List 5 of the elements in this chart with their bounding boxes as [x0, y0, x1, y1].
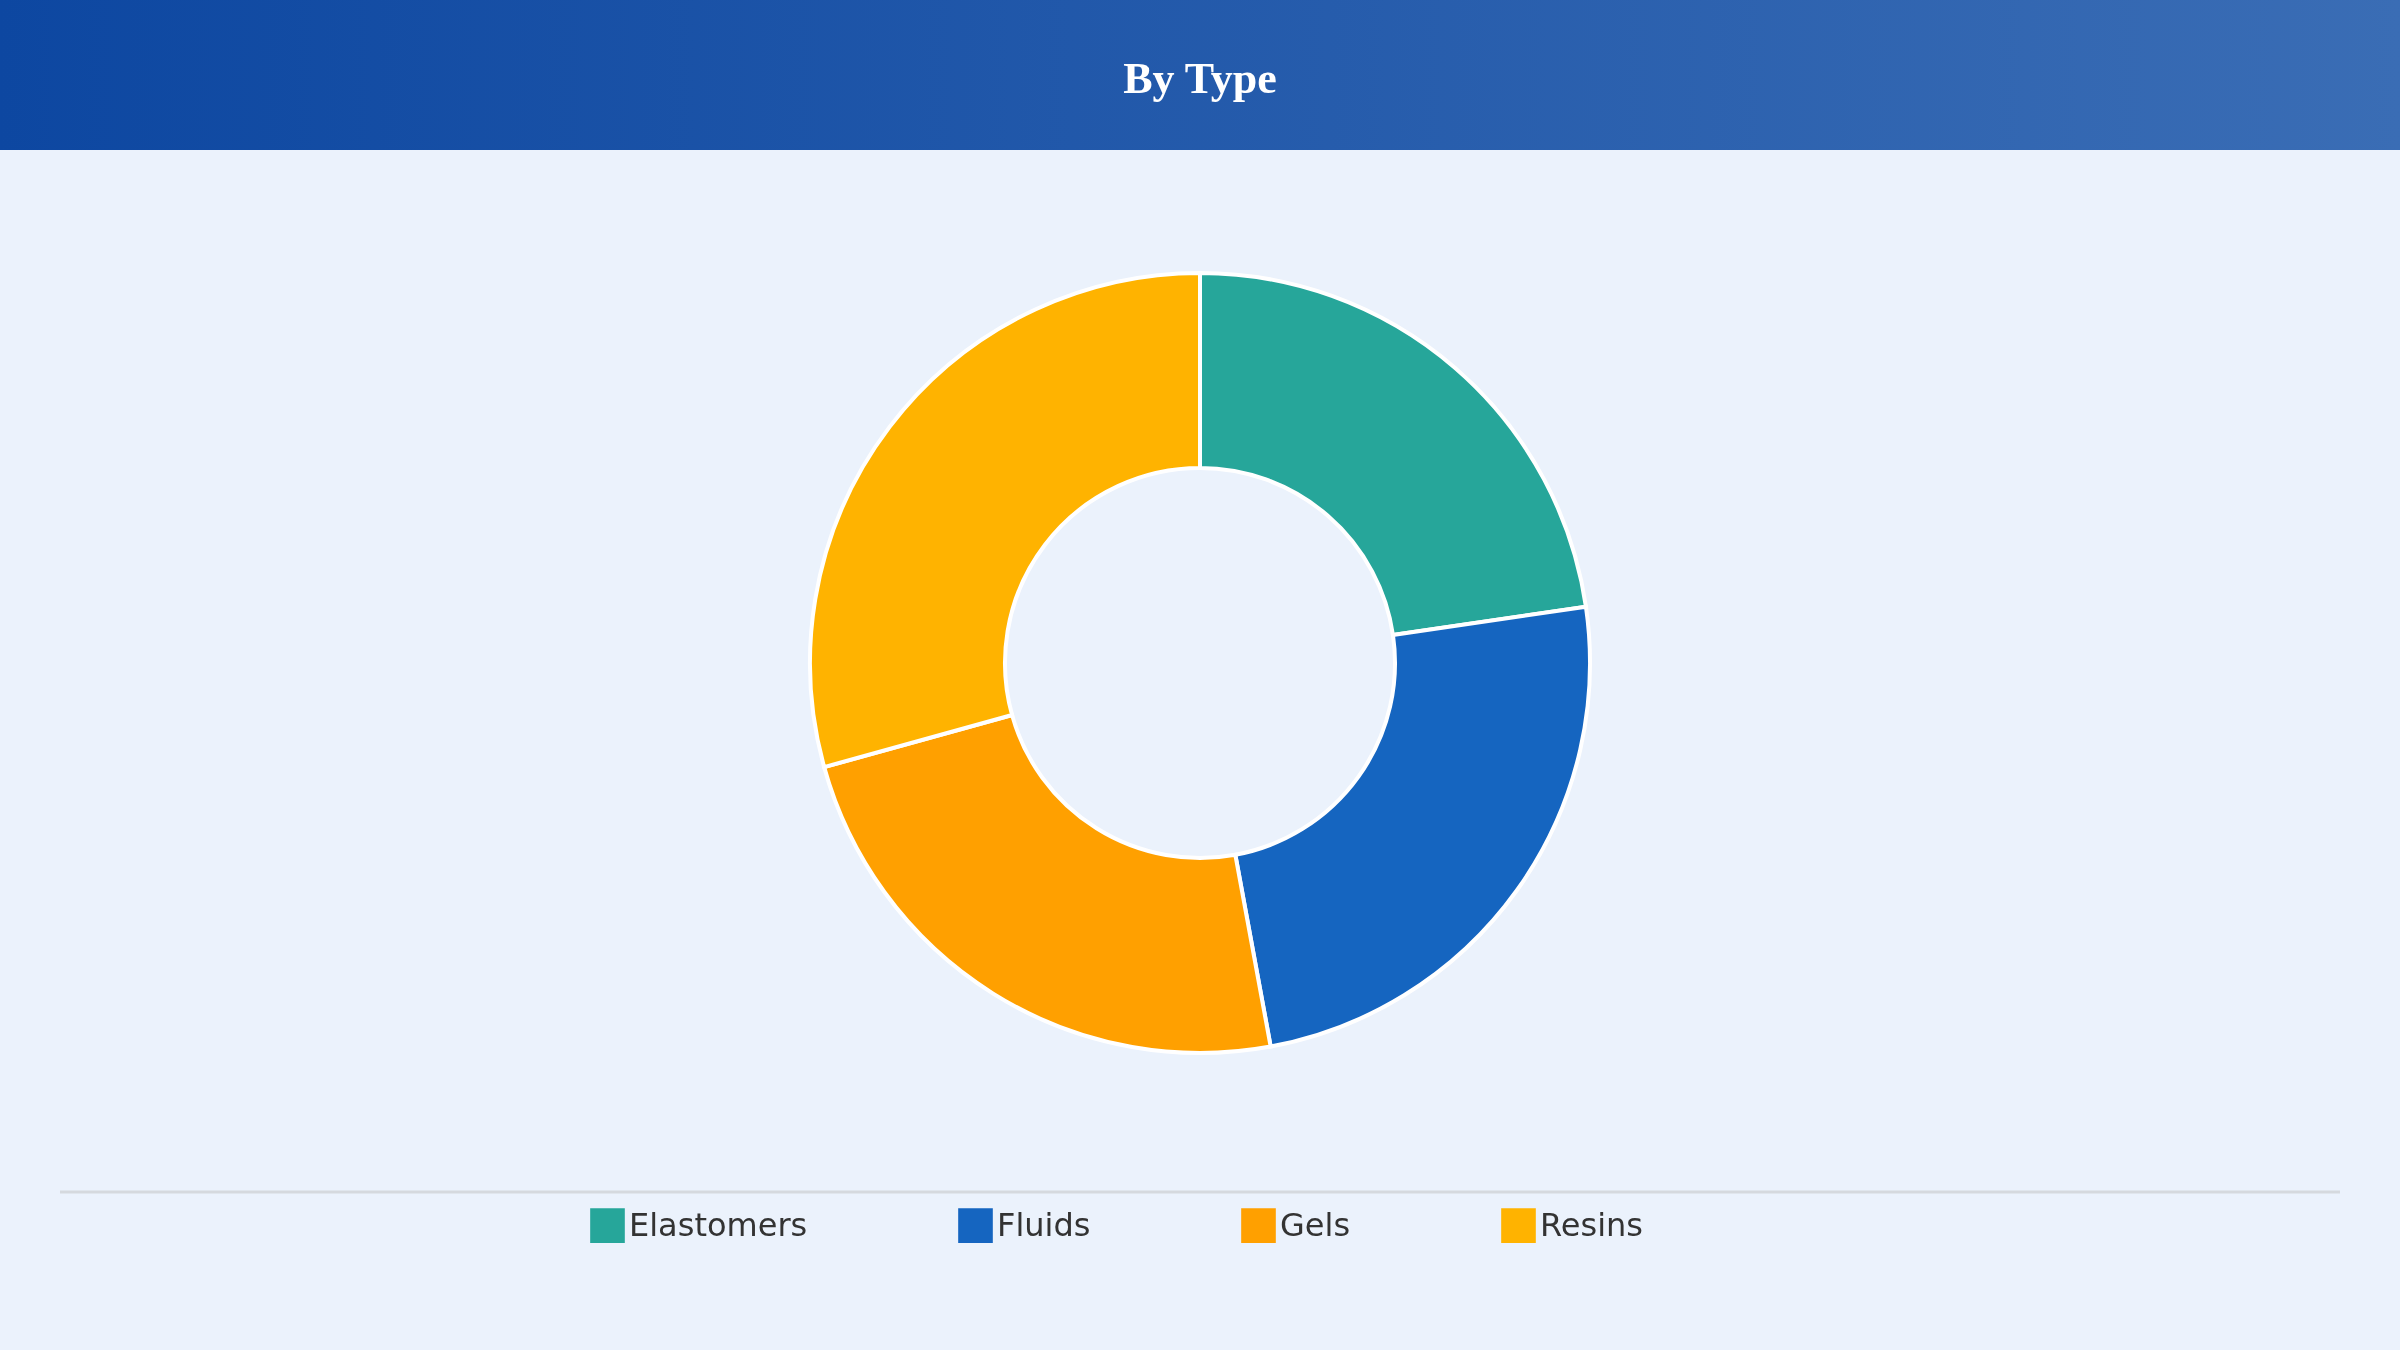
- chart-title: By Type: [1123, 54, 1277, 103]
- legend-label: Fluids: [997, 1205, 1091, 1244]
- legend-label: Resins: [1540, 1205, 1643, 1244]
- legend-label: Gels: [1280, 1205, 1351, 1244]
- legend-label: Elastomers: [629, 1205, 808, 1244]
